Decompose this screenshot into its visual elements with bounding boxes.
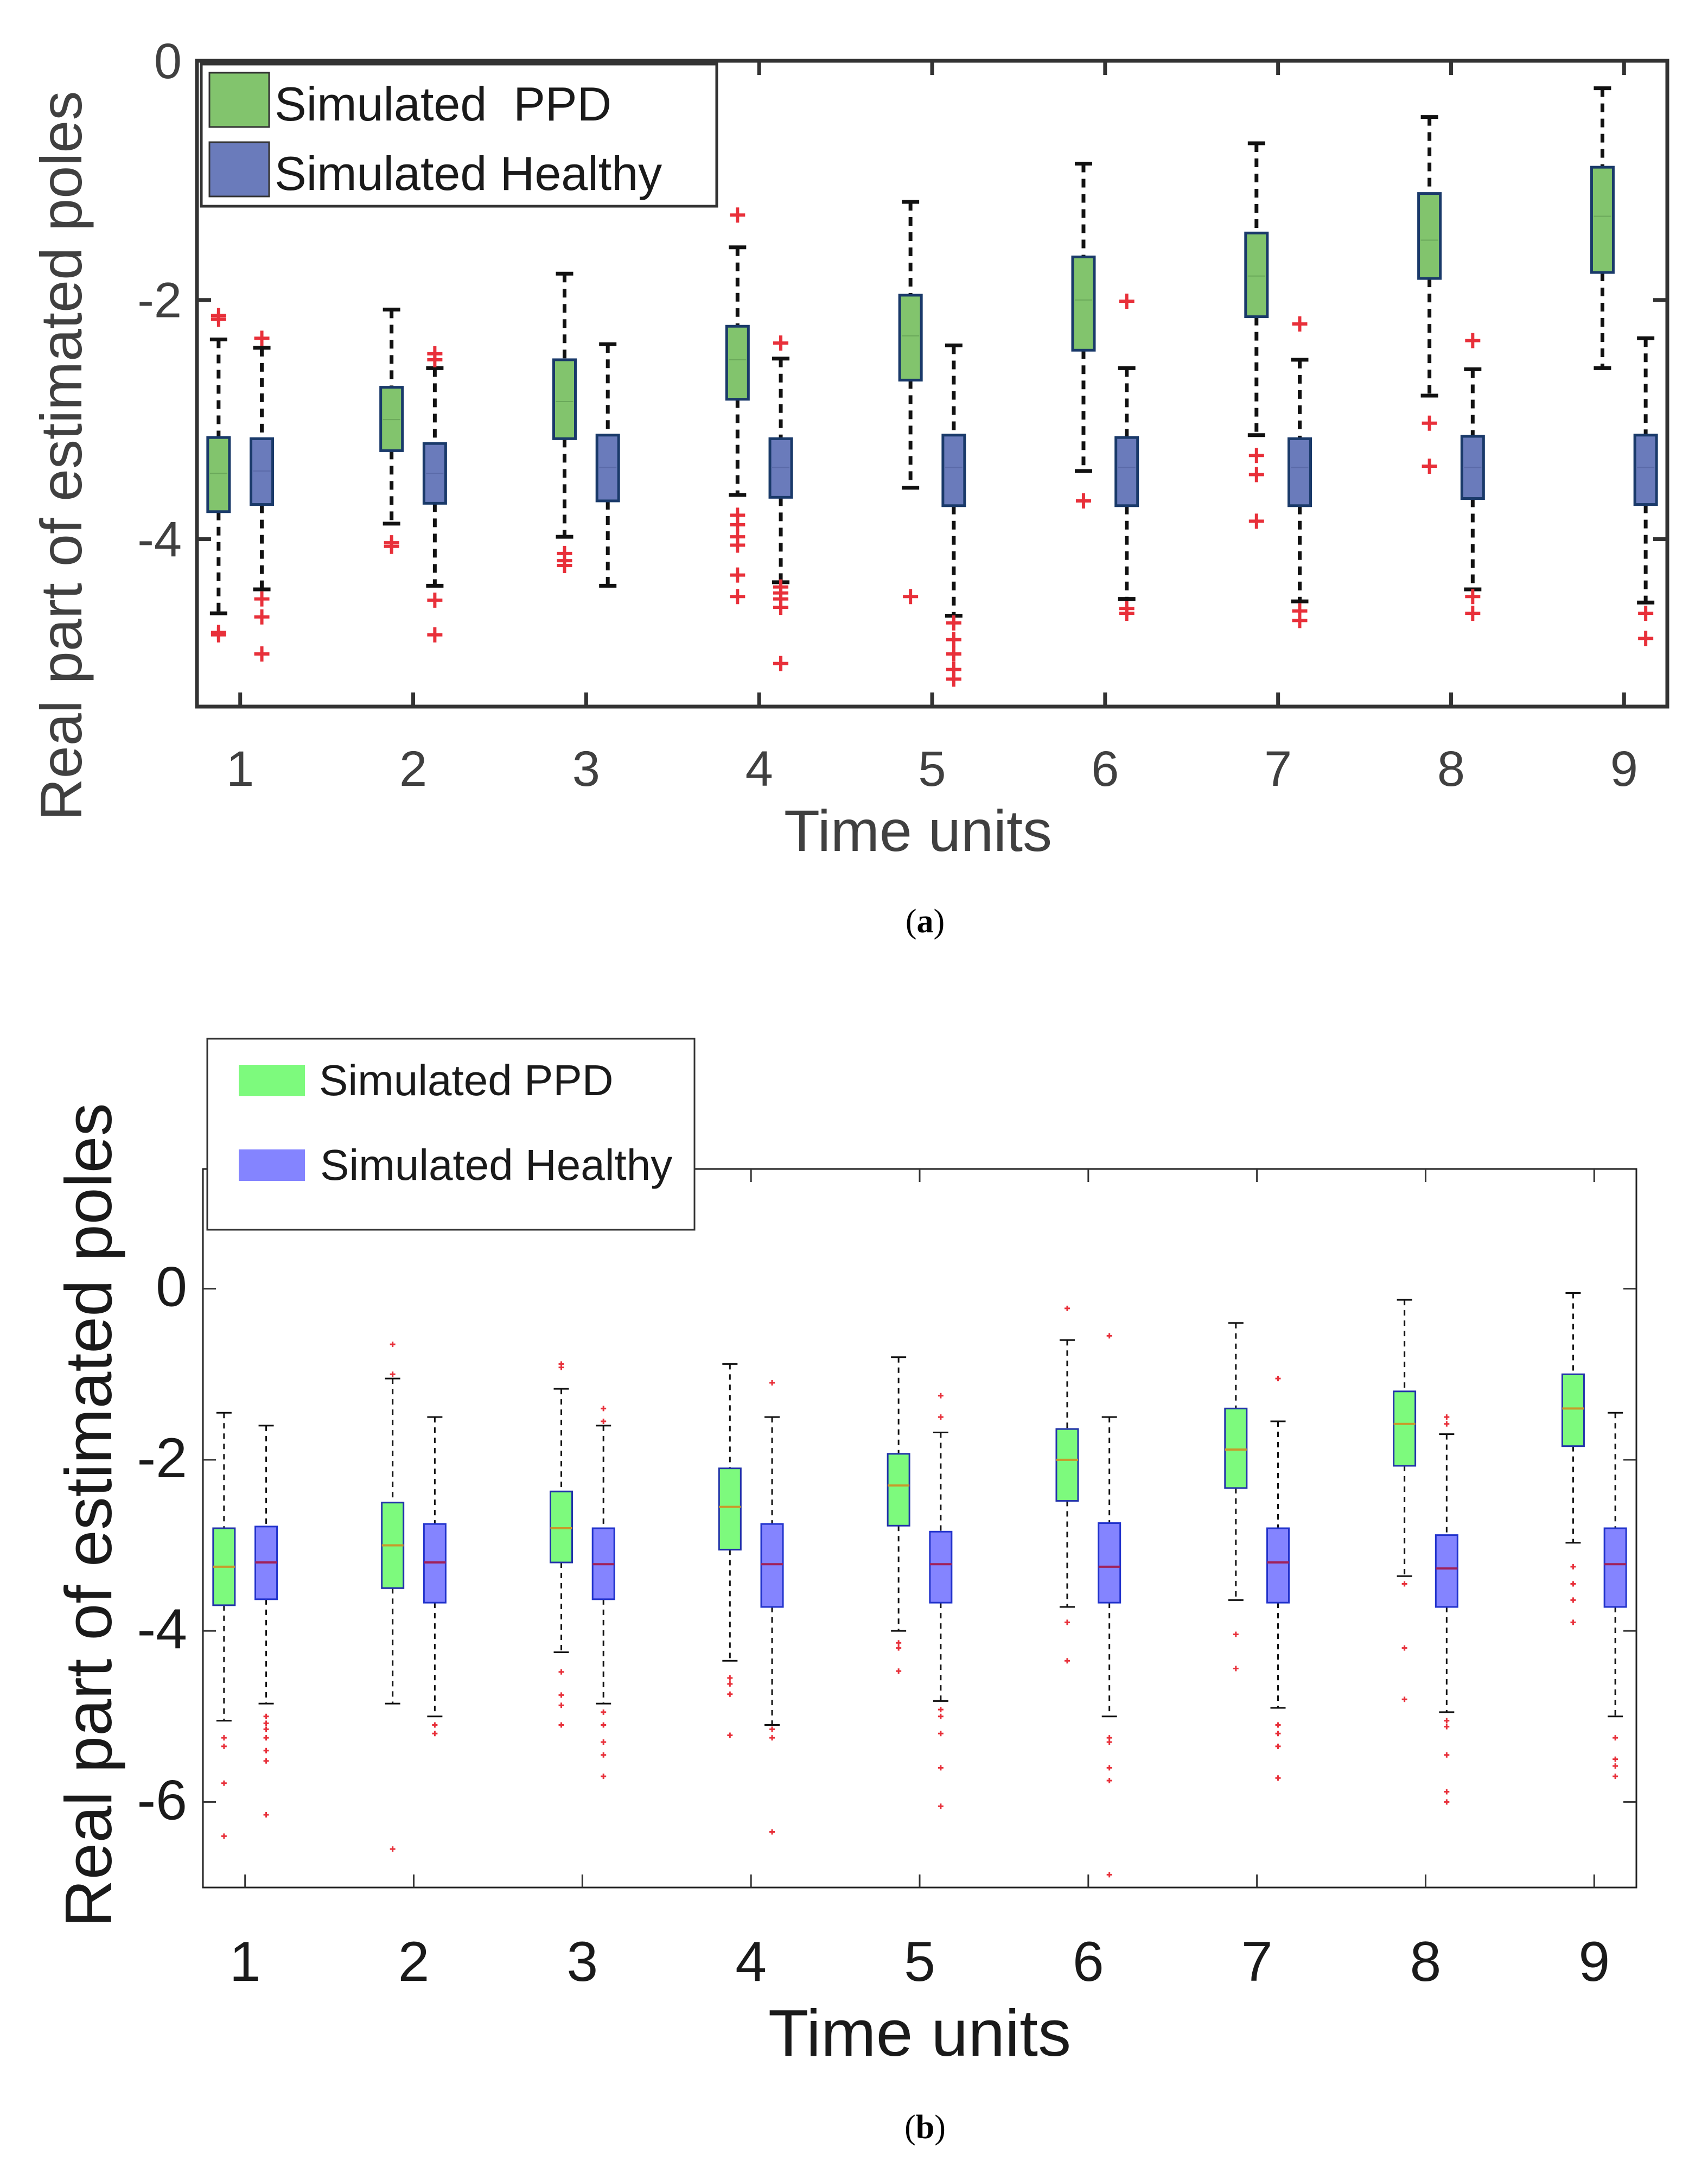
caption-b: (b) [904,2109,946,2146]
box-ppd-b [1225,1408,1247,1488]
legend-label-healthy-b: Simulated Healthy [320,1141,672,1189]
y-tick-label-a: 0 [154,34,182,89]
y-tick-label-b: 0 [156,1256,187,1319]
box-ppd-a [900,295,921,380]
box-ppd-b [719,1469,741,1550]
plot-frame-b [203,1169,1636,1888]
caption-b-letter: b [916,2109,934,2146]
x-tick-label-b: 2 [398,1930,430,1993]
x-tick-label-a: 5 [918,741,946,797]
box-healthy-b [930,1531,952,1603]
legend-label-ppd-a: Simulated PPD [275,77,611,131]
x-tick-label-a: 4 [745,741,773,797]
y-tick-label-a: -2 [137,273,182,328]
legend-swatch-ppd-b [239,1065,305,1096]
box-healthy-b [1436,1535,1457,1607]
x-axis-label-a: Time units [784,798,1052,863]
x-tick-label-b: 5 [904,1930,935,1993]
box-ppd-a [1073,257,1094,350]
plot-area-b: 0 -2 -4 -6 1 2 3 4 5 6 7 8 9 [137,1169,1636,1993]
figure-canvas: 0 -2 -4 1 2 3 4 5 6 7 8 9 Simulated PPD Simulated H… [0,0,1708,2167]
legend-swatch-ppd-a [209,73,269,127]
caption-a-letter: a [917,903,934,940]
box-healthy-b [1604,1528,1626,1607]
box-ppd-b [1394,1391,1416,1466]
legend-label-ppd-b: Simulated PPD [319,1056,613,1104]
caption-a-close: ) [934,903,945,940]
x-tick-label-a: 6 [1091,741,1119,797]
y-tick-label-b: -2 [137,1427,187,1490]
box-ppd-b [1562,1374,1584,1446]
box-ppd-a [208,437,230,512]
legend-swatch-healthy-b [239,1149,305,1181]
x-tick-label-b: 8 [1410,1930,1442,1993]
box-healthy-a [770,439,792,497]
box-ppd-a [1419,194,1441,278]
legend-label-healthy-a: Simulated Healthy [275,147,662,200]
legend-b: Simulated PPD Simulated Healthy [207,1039,694,1230]
box-healthy-a [943,435,965,506]
box-ppd-a [726,326,748,399]
x-tick-label-a: 3 [572,741,600,797]
box-ppd-a [381,387,403,451]
legend-swatch-healthy-a [209,142,269,196]
y-tick-label-a: -4 [137,512,182,567]
y-axis-label-a: Real part of estimated poles [28,91,94,821]
x-tick-label-b: 7 [1241,1930,1273,1993]
x-tick-label-a: 9 [1610,741,1638,797]
y-axis-label-b: Real part of estimated poles [52,1103,125,1927]
box-ppd-b [1056,1429,1078,1501]
legend-a: Simulated PPD Simulated Healthy [201,64,717,206]
box-healthy-b [761,1524,783,1607]
box-healthy-a [597,435,619,501]
caption-a: (a) [906,903,945,940]
x-axis-label-b: Time units [768,1996,1071,2070]
box-healthy-b [1099,1523,1120,1603]
x-tick-label-b: 3 [566,1930,598,1993]
box-ppd-b [551,1491,572,1562]
x-tick-label-a: 2 [399,741,427,797]
caption-b-open: ( [904,2109,916,2146]
box-healthy-a [1635,435,1656,505]
x-tick-label-a: 8 [1437,741,1465,797]
x-tick-label-b: 9 [1578,1930,1610,1993]
x-tick-label-b: 4 [735,1930,767,1993]
box-ppd-a [554,360,576,439]
caption-a-open: ( [906,903,917,940]
x-tick-label-a: 1 [226,741,254,797]
x-tick-label-b: 6 [1073,1930,1104,1993]
box-healthy-a [251,439,273,504]
box-healthy-b [1267,1528,1289,1603]
box-ppd-b [888,1454,909,1526]
panel-b: 0 -2 -4 -6 1 2 3 4 5 6 7 8 9 Simulated PPD Simulated… [52,1039,1636,2146]
y-tick-label-b: -6 [137,1769,187,1832]
x-tick-label-b: 1 [230,1930,261,1993]
panel-a: 0 -2 -4 1 2 3 4 5 6 7 8 9 Simulated PPD Simulated H… [28,34,1667,940]
x-tick-label-a: 7 [1264,741,1292,797]
box-healthy-a [1116,437,1138,506]
box-ppd-a [1246,233,1267,316]
box-ppd-a [1591,167,1613,272]
box-healthy-a [1289,439,1311,505]
y-tick-label-b: -4 [137,1598,187,1661]
caption-b-close: ) [934,2109,946,2146]
